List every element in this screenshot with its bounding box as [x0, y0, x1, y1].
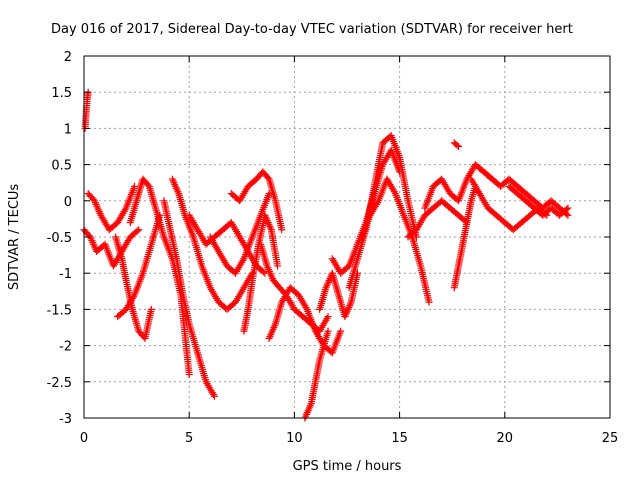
series-track: [450, 139, 463, 150]
series-track: [168, 175, 256, 313]
data-point: [147, 305, 155, 313]
y-tick-label: -0.5: [47, 231, 72, 246]
data-point: [337, 327, 345, 335]
series-track: [316, 269, 362, 321]
series-track: [185, 211, 269, 277]
series-track: [81, 88, 92, 132]
x-axis-label: GPS time / hours: [293, 459, 402, 474]
data-point: [133, 227, 141, 235]
data-point: [185, 371, 193, 379]
data-point: [274, 262, 282, 270]
series-track: [160, 197, 218, 400]
y-tick-label: -3: [59, 412, 72, 427]
y-tick-label: 1: [64, 122, 72, 137]
data-points: [80, 88, 572, 422]
data-point: [425, 298, 433, 306]
x-tick-label: 0: [80, 431, 88, 446]
series-track: [227, 168, 286, 234]
data-point: [135, 226, 143, 234]
y-tick-label: 0.5: [51, 159, 72, 174]
y-tick-label: 0: [64, 195, 72, 210]
data-point: [260, 268, 268, 276]
data-point: [563, 205, 571, 213]
series-track: [84, 182, 138, 234]
series-track: [114, 211, 164, 321]
series-track: [206, 190, 273, 277]
data-point: [278, 226, 286, 234]
data-point: [564, 204, 572, 212]
axis-ticks: 0 5 10 15 20 25 -3 -2.5 -2 -1.5 -1 -0.5 0 0.5 1 1.5 2: [47, 50, 619, 446]
data-point: [130, 182, 138, 190]
x-tick-label: 10: [286, 431, 303, 446]
x-tick-label: 5: [185, 431, 193, 446]
y-axis-label: SDTVAR / TECUs: [7, 184, 22, 291]
x-tick-label: 15: [391, 431, 408, 446]
data-point: [564, 211, 572, 219]
y-tick-label: -2: [59, 340, 72, 355]
y-tick-label: 2: [64, 50, 72, 65]
x-tick-label: 25: [602, 431, 619, 446]
series-track: [301, 327, 332, 422]
y-tick-label: -1.5: [47, 303, 72, 318]
series-track: [505, 182, 572, 219]
x-tick-label: 20: [497, 431, 514, 446]
data-point: [453, 141, 461, 149]
data-point: [455, 143, 463, 150]
data-point: [324, 327, 332, 335]
y-tick-label: -1: [59, 267, 72, 282]
data-point: [210, 392, 218, 400]
series-track: [358, 175, 433, 306]
data-point: [324, 313, 332, 321]
chart-title: Day 016 of 2017, Sidereal Day-to-day VTE…: [51, 22, 573, 37]
y-tick-label: -2.5: [47, 376, 72, 391]
series-track: [265, 284, 345, 357]
y-tick-label: 1.5: [51, 86, 72, 101]
series-track: [480, 168, 572, 219]
series-track: [404, 197, 471, 241]
